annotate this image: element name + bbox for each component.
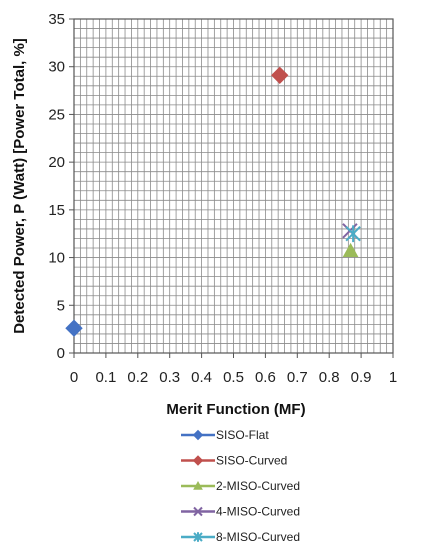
x-axis-title: Merit Function (MF) [166, 401, 305, 418]
data-point-siso-flat [65, 319, 83, 337]
legend-label: 4-MISO-Curved [216, 505, 300, 519]
data-point-2-miso-curved [342, 242, 359, 257]
y-tick-label: 20 [48, 154, 65, 171]
legend-marker [193, 532, 203, 542]
x-tick-label: 0.5 [223, 369, 244, 386]
x-tick-label: 0 [70, 369, 78, 386]
legend-label: 8-MISO-Curved [216, 530, 300, 543]
x-tick-label: 1 [389, 369, 397, 386]
x-axis-ticks: 0 0.1 0.2 0.3 0.4 0.5 0.6 0.7 0.8 0.9 1 [70, 353, 397, 386]
legend-item: 4-MISO-Curved [181, 505, 300, 519]
x-tick-label: 0.3 [159, 369, 180, 386]
legend-label: SISO-Curved [216, 454, 287, 468]
data-point-siso-curved [271, 66, 289, 85]
legend-item: SISO-Flat [181, 428, 269, 442]
legend-marker [192, 429, 204, 441]
legend-marker [192, 455, 204, 466]
y-axis-title: Detected Power, P (Watt) [Power Total, %… [11, 38, 28, 334]
y-tick-label: 25 [48, 106, 65, 123]
chart-grid [74, 19, 393, 353]
y-tick-label: 10 [48, 250, 65, 267]
y-axis-ticks: 0 5 10 15 20 25 30 35 [48, 11, 74, 362]
x-tick-label: 0.8 [319, 369, 340, 386]
x-tick-label: 0.2 [127, 369, 148, 386]
data-point-8-miso-curved [345, 225, 361, 243]
x-tick-label: 0.6 [255, 369, 276, 386]
legend-marker [193, 480, 203, 490]
x-tick-label: 0.9 [351, 369, 372, 386]
y-tick-label: 5 [57, 297, 65, 314]
y-tick-label: 0 [57, 345, 65, 362]
y-tick-label: 15 [48, 202, 65, 219]
data-points [65, 66, 361, 337]
legend-item: SISO-Curved [181, 454, 287, 468]
legend-label: 2-MISO-Curved [216, 479, 300, 493]
y-tick-label: 35 [48, 11, 65, 28]
x-tick-label: 0.7 [287, 369, 308, 386]
legend-marker [193, 506, 203, 517]
x-tick-label: 0.1 [95, 369, 116, 386]
legend-item: 2-MISO-Curved [181, 479, 300, 493]
y-tick-label: 30 [48, 59, 65, 76]
legend-label: SISO-Flat [216, 428, 269, 442]
legend-item: 8-MISO-Curved [181, 530, 300, 543]
legend: SISO-Flat SISO-Curved 2-MISO-Curved 4-MISO-… [181, 428, 300, 543]
x-tick-label: 0.4 [191, 369, 212, 386]
